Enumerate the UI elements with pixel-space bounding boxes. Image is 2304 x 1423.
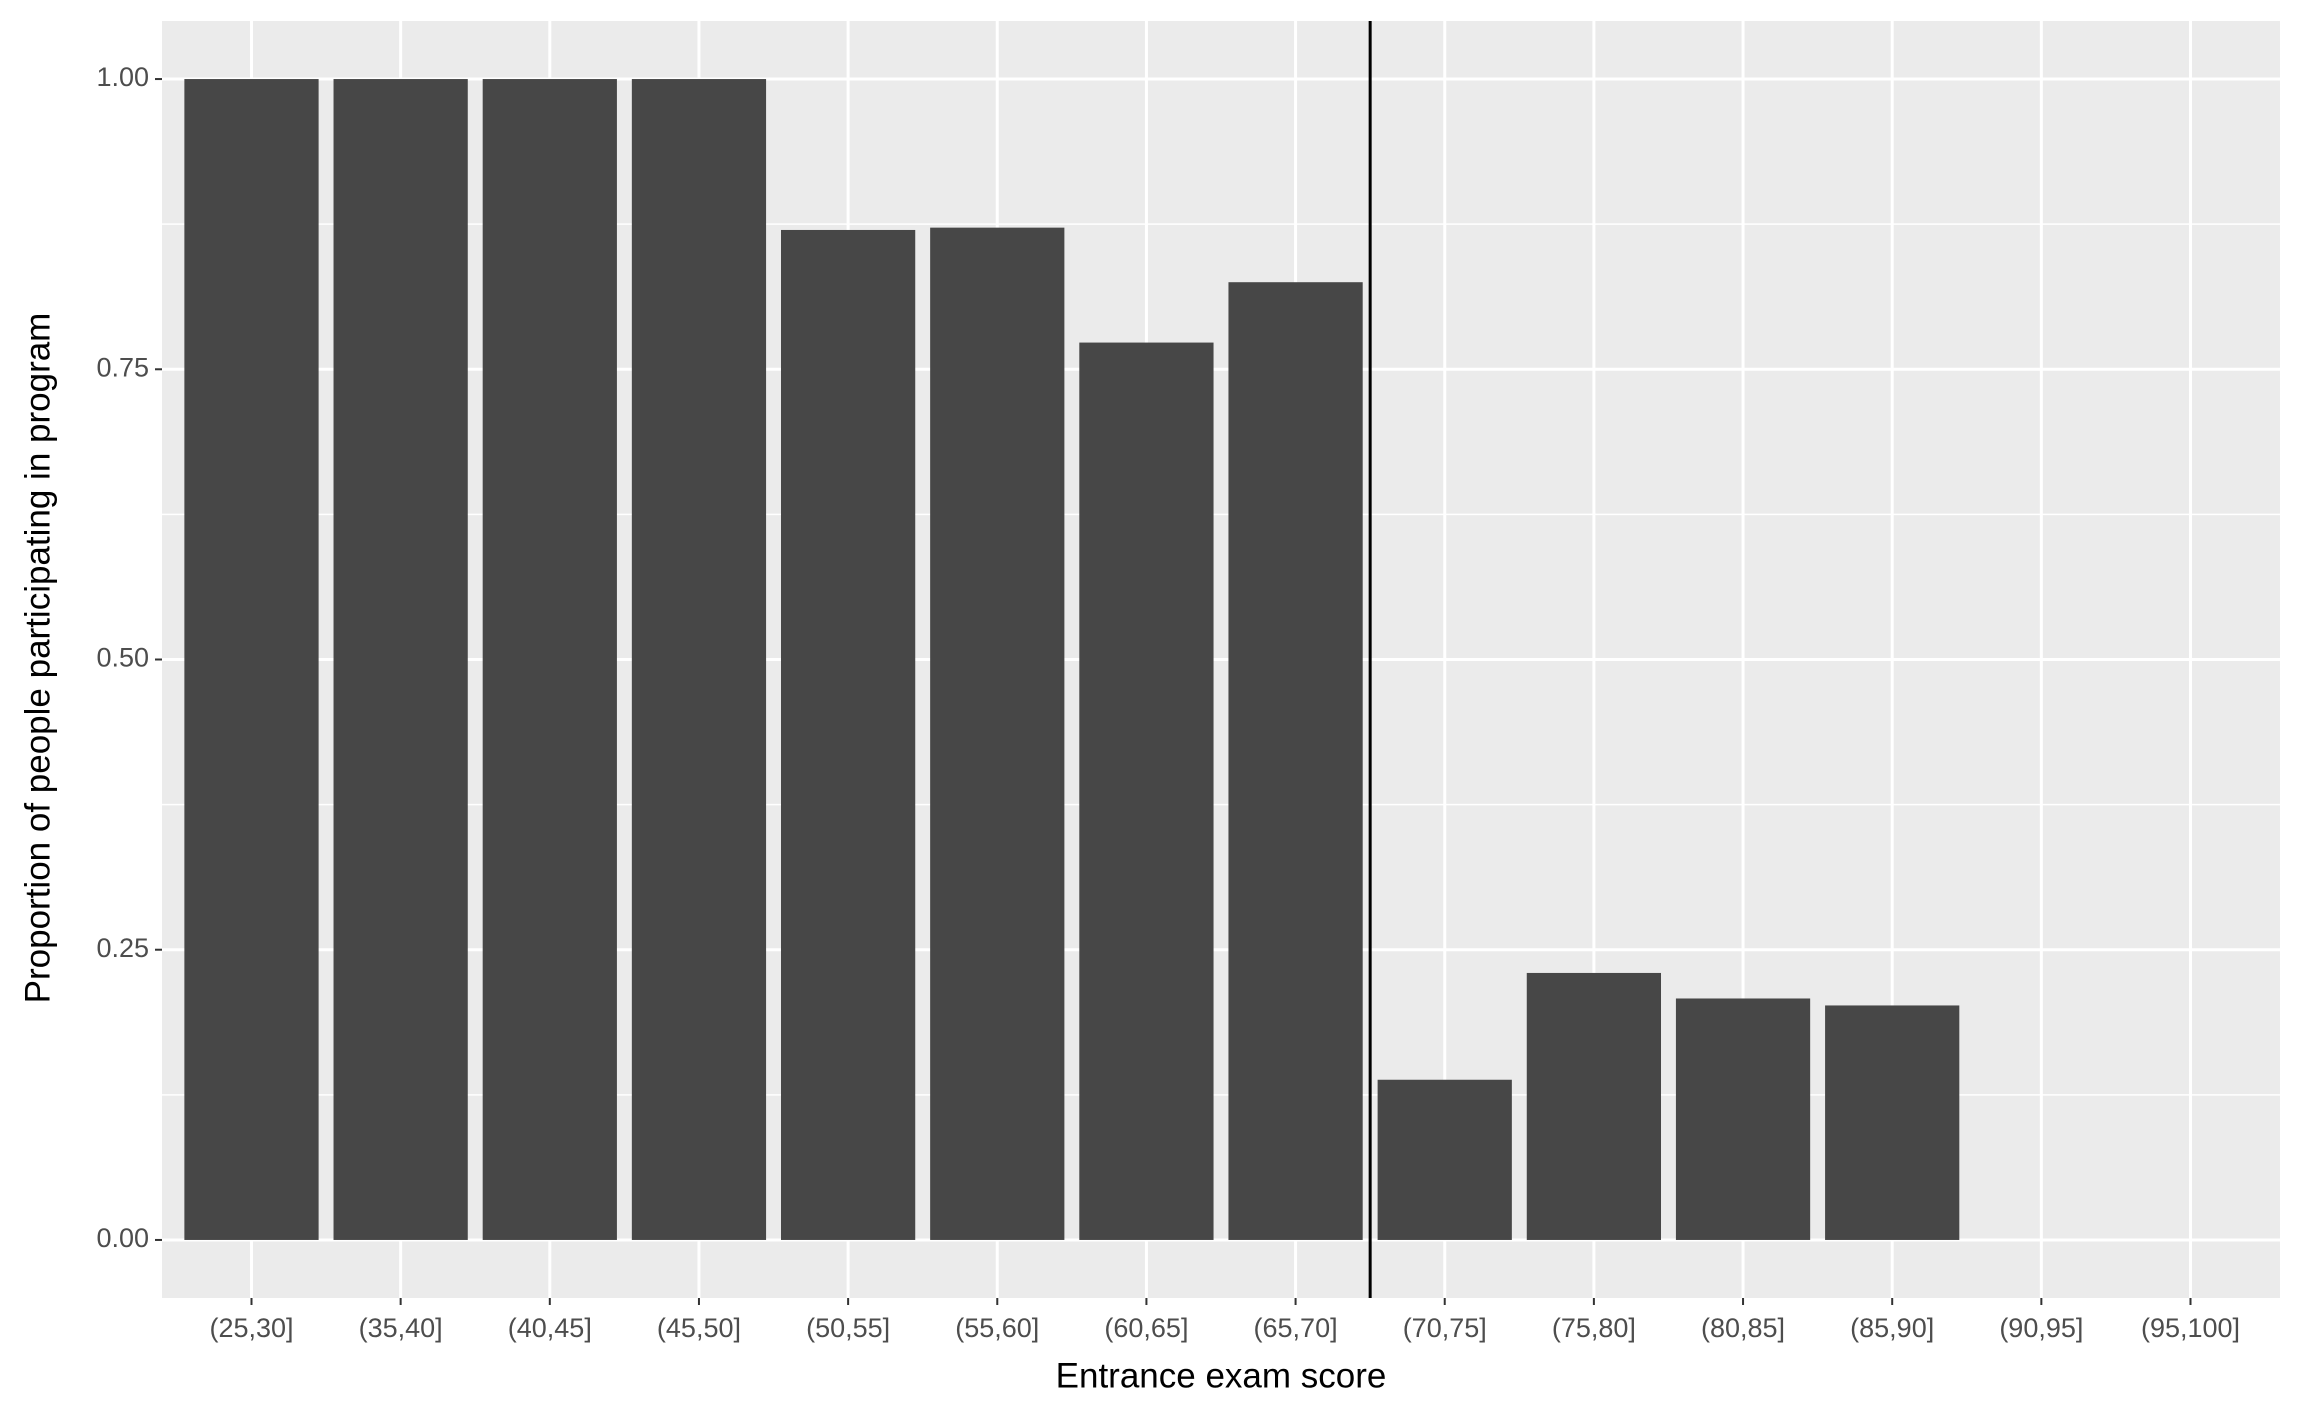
bars xyxy=(184,79,1960,1240)
bar xyxy=(930,227,1065,1240)
bar xyxy=(780,229,916,1240)
x-tick-label: (55,60] xyxy=(955,1313,1039,1343)
x-tick-label: (65,70] xyxy=(1254,1313,1338,1343)
x-tick-label: (60,65] xyxy=(1104,1313,1188,1343)
bar xyxy=(1377,1079,1512,1240)
x-axis-title: Entrance exam score xyxy=(1056,1356,1387,1395)
y-tick-label: 0.75 xyxy=(96,352,149,382)
bar xyxy=(184,79,319,1240)
y-axis-title: Proportion of people participating in pr… xyxy=(18,313,57,1004)
x-tick-label: (40,45] xyxy=(508,1313,592,1343)
y-tick-label: 1.00 xyxy=(96,62,149,92)
bar xyxy=(1825,1005,1960,1240)
bar xyxy=(1675,998,1811,1240)
x-tick-label: (25,30] xyxy=(209,1313,293,1343)
bar xyxy=(482,79,617,1240)
x-tick-label: (75,80] xyxy=(1552,1313,1636,1343)
x-tick-label: (35,40] xyxy=(359,1313,443,1343)
y-tick-label: 0.50 xyxy=(96,643,149,673)
x-tick-label: (90,95] xyxy=(1999,1313,2083,1343)
bar xyxy=(1526,972,1662,1240)
y-tick-label: 0.25 xyxy=(96,933,149,963)
bar xyxy=(1228,282,1363,1240)
x-tick-label: (50,55] xyxy=(806,1313,890,1343)
x-tick-label: (70,75] xyxy=(1403,1313,1487,1343)
bar xyxy=(333,79,468,1240)
bar xyxy=(631,79,767,1240)
x-tick-label: (45,50] xyxy=(657,1313,741,1343)
x-tick-label: (85,90] xyxy=(1850,1313,1934,1343)
x-tick-label: (80,85] xyxy=(1701,1313,1785,1343)
y-tick-label: 0.00 xyxy=(96,1223,149,1253)
bar xyxy=(1079,342,1214,1240)
x-tick-label: (95,100] xyxy=(2141,1313,2240,1343)
